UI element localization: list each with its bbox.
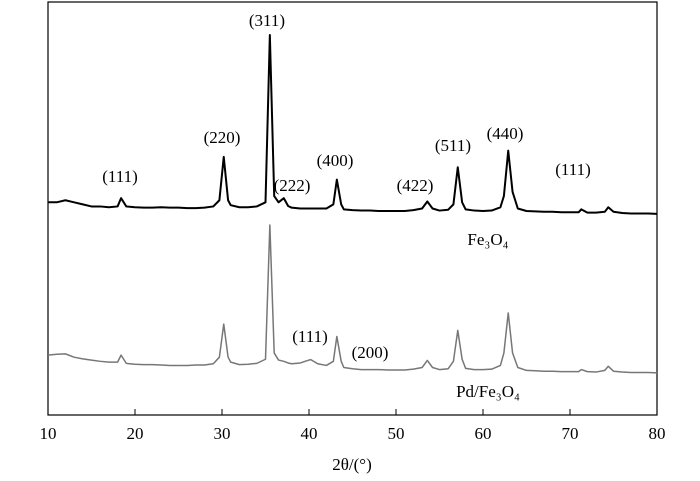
- peak-label: (422): [397, 176, 434, 195]
- peak-label: (440): [487, 124, 524, 143]
- peak-label: (400): [317, 151, 354, 170]
- series-label: Fe₃O₄: [467, 230, 508, 249]
- x-tick-label: 70: [562, 424, 579, 443]
- peak-label: (200): [352, 343, 389, 362]
- peak-label: (222): [274, 176, 311, 195]
- x-tick-label: 40: [301, 424, 318, 443]
- peak-label: (511): [435, 136, 471, 155]
- x-tick-label: 80: [649, 424, 666, 443]
- series-line: [48, 34, 658, 215]
- peak-label: (111): [555, 160, 591, 179]
- peak-label: (311): [249, 11, 285, 30]
- x-tick-label: 20: [127, 424, 144, 443]
- x-tick-label: 50: [388, 424, 405, 443]
- peak-label: (220): [204, 128, 241, 147]
- series-label: Pd/Fe₃O₄: [456, 382, 520, 401]
- plot-frame: [47, 1, 658, 416]
- x-tick-label: 30: [214, 424, 231, 443]
- x-tick-label: 60: [475, 424, 492, 443]
- x-axis-label: 2θ/(°): [332, 455, 372, 474]
- peak-label: (111): [102, 167, 138, 186]
- x-tick-label: 10: [40, 424, 57, 443]
- peak-label: (111): [292, 327, 328, 346]
- series-line: [47, 224, 658, 374]
